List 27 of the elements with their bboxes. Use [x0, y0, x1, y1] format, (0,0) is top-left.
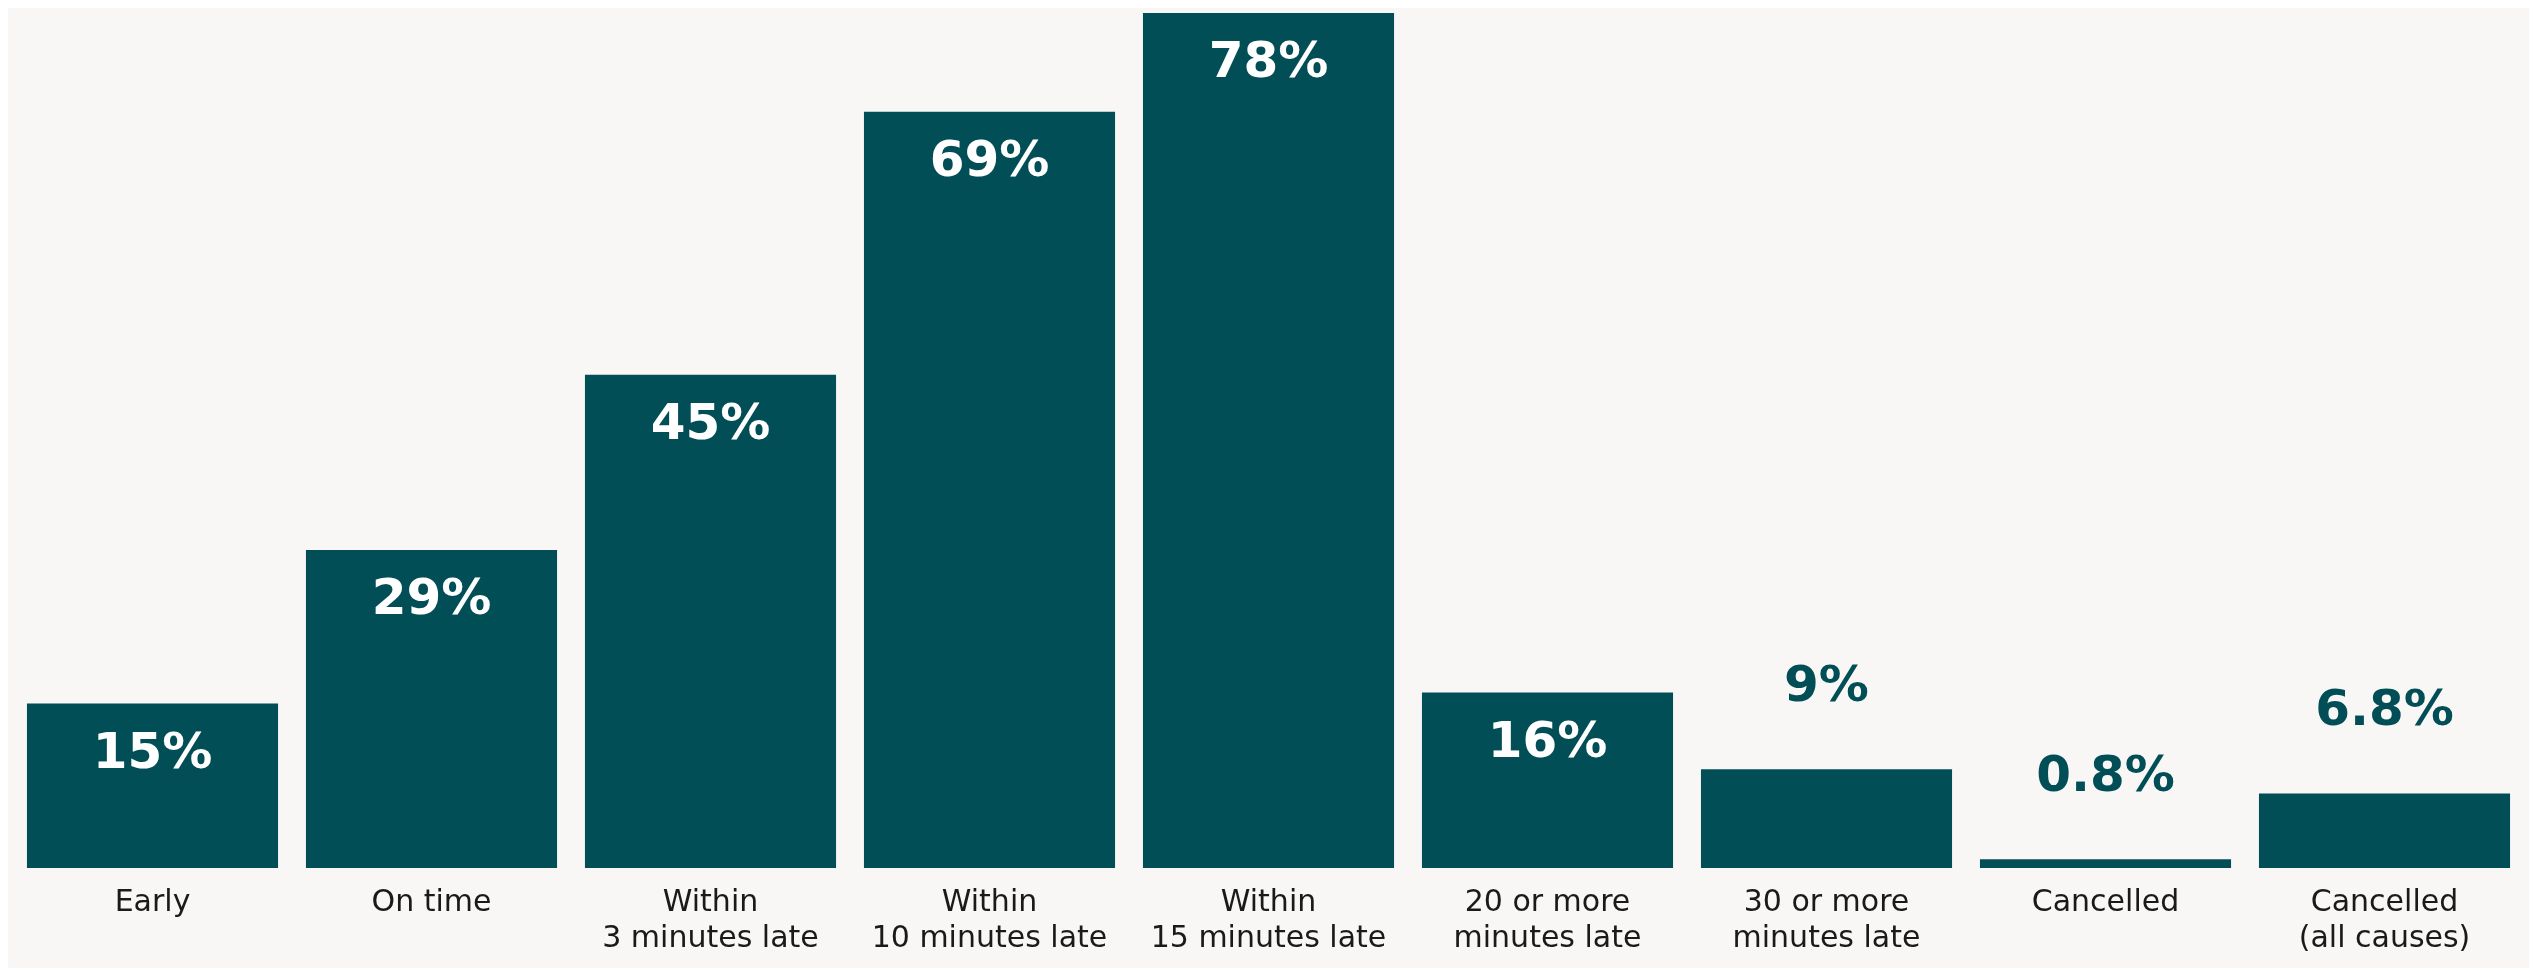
bar: [305, 550, 558, 868]
bar: [1142, 13, 1395, 868]
x-tick-label: Within 10 minutes late: [871, 882, 1108, 954]
x-tick-label: Cancelled (all causes): [2298, 882, 2471, 954]
data-label: 78%: [1208, 31, 1329, 89]
x-tick-label: Within 15 minutes late: [1150, 882, 1387, 954]
x-tick-label: Early: [114, 882, 191, 918]
x-tick-label: Cancelled: [2031, 882, 2180, 918]
data-label: 9%: [1784, 655, 1869, 714]
bar: [26, 703, 279, 868]
data-label: 45%: [650, 392, 771, 451]
bar: [1421, 692, 1674, 868]
x-tick-label: On time: [371, 882, 492, 918]
x-tick-label: Within 3 minutes late: [602, 882, 819, 954]
data-label: 15%: [92, 721, 213, 780]
data-label: 6.8%: [2315, 679, 2454, 738]
x-tick-label: 20 or more minutes late: [1453, 882, 1642, 954]
bar: [1979, 859, 2232, 868]
bar: [863, 111, 1116, 868]
bar: [1700, 769, 1953, 868]
data-label: 69%: [929, 129, 1050, 188]
bar: [584, 374, 837, 868]
bar: [2258, 793, 2511, 868]
x-tick-label: 30 or more minutes late: [1732, 882, 1921, 954]
data-label: 0.8%: [2036, 745, 2175, 804]
data-label: 29%: [371, 568, 492, 627]
data-label: 16%: [1487, 710, 1608, 769]
